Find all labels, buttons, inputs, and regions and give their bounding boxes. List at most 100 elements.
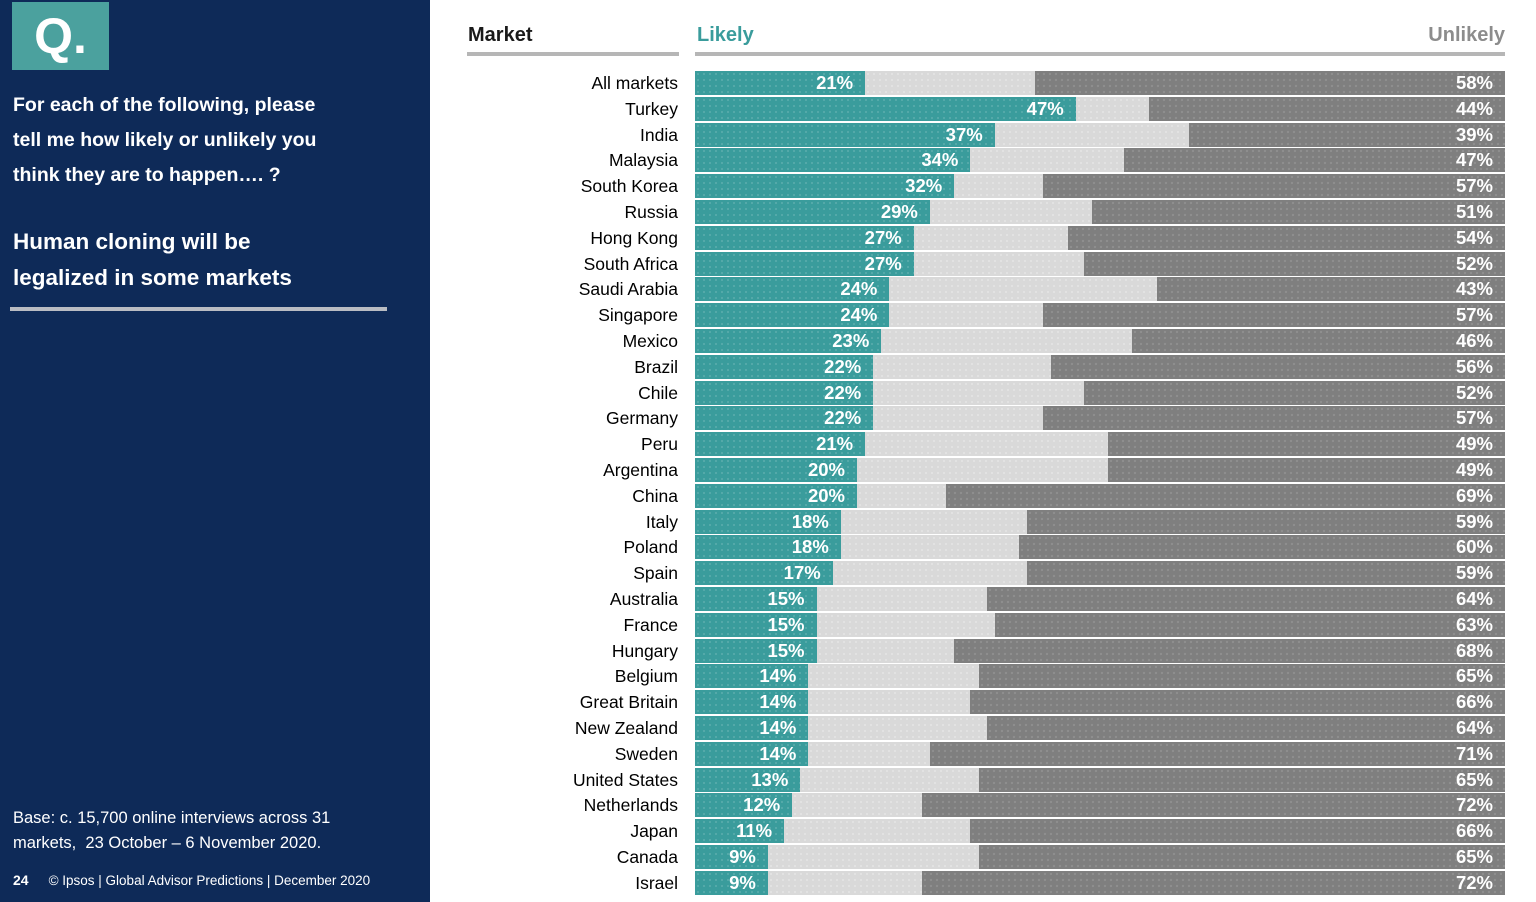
unlikely-bar: 57% <box>1043 406 1505 431</box>
bar-track: 22% 56% <box>695 354 1505 379</box>
bar-track: 22% 52% <box>695 380 1505 405</box>
middle-segment <box>816 638 955 663</box>
bar-track: 17% 59% <box>695 561 1505 586</box>
table-row: Germany 22% 57% <box>430 406 1510 431</box>
middle-segment <box>808 741 930 766</box>
page-number: 24 <box>13 872 29 888</box>
table-row: Belgium 14% 65% <box>430 664 1510 689</box>
table-row: Australia 15% 64% <box>430 586 1510 611</box>
bar-track: 9% 72% <box>695 870 1505 895</box>
bar-track: 21% 49% <box>695 432 1505 457</box>
row-label: South Africa <box>583 253 678 274</box>
unlikely-bar: 66% <box>970 690 1505 715</box>
likely-bar: 12% <box>695 793 793 818</box>
middle-segment <box>1075 96 1149 121</box>
table-row: Israel 9% 72% <box>430 870 1510 895</box>
table-row: All markets 21% 58% <box>430 71 1510 95</box>
copyright-text: © Ipsos | Global Advisor Predictions | D… <box>48 873 371 888</box>
table-row: Malaysia 34% 47% <box>430 148 1510 173</box>
unlikely-bar: 59% <box>1027 561 1505 586</box>
row-label: Germany <box>606 408 678 429</box>
row-label: Saudi Arabia <box>578 279 678 300</box>
middle-segment <box>889 303 1044 328</box>
slide-footer: 24 © Ipsos | Global Advisor Predictions … <box>13 872 370 889</box>
base-note: Base: c. 15,700 online interviews across… <box>13 809 331 852</box>
table-row: Canada 9% 65% <box>430 844 1510 869</box>
row-label: Argentina <box>603 459 678 480</box>
bar-track: 47% 44% <box>695 96 1505 121</box>
unlikely-bar: 49% <box>1108 457 1505 482</box>
middle-segment <box>881 328 1133 353</box>
likely-bar: 20% <box>695 483 857 508</box>
bar-track: 13% 65% <box>695 767 1505 792</box>
unlikely-bar: 65% <box>978 664 1505 689</box>
likely-bar: 27% <box>695 225 914 250</box>
table-row: Chile 22% 52% <box>430 380 1510 405</box>
likely-bar: 34% <box>695 148 971 173</box>
unlikely-bar: 64% <box>986 586 1505 611</box>
likely-bar: 9% <box>695 844 768 869</box>
unlikely-bar: 46% <box>1132 328 1505 353</box>
bar-track: 34% 47% <box>695 148 1505 173</box>
market-header-underline <box>467 52 679 56</box>
bar-track: 11% 66% <box>695 819 1505 844</box>
middle-segment <box>865 432 1109 457</box>
middle-segment <box>913 225 1068 250</box>
table-row: Peru 21% 49% <box>430 432 1510 457</box>
unlikely-bar: 72% <box>921 870 1505 895</box>
middle-segment <box>865 71 1036 95</box>
question-logo-text: Q. <box>34 8 87 64</box>
bar-track: 29% 51% <box>695 199 1505 224</box>
bar-track: 14% 65% <box>695 664 1505 689</box>
row-label: Brazil <box>634 356 678 377</box>
table-row: South Africa 27% 52% <box>430 251 1510 276</box>
table-row: France 15% 63% <box>430 612 1510 637</box>
bar-track: 15% 64% <box>695 586 1505 611</box>
unlikely-bar: 59% <box>1027 509 1505 534</box>
row-label: Russia <box>624 201 679 222</box>
bar-track: 20% 49% <box>695 457 1505 482</box>
table-row: Sweden 14% 71% <box>430 741 1510 766</box>
unlikely-bar: 47% <box>1124 148 1505 173</box>
table-row: South Korea 32% 57% <box>430 174 1510 199</box>
table-row: Italy 18% 59% <box>430 509 1510 534</box>
likely-bar: 14% <box>695 715 809 740</box>
likely-bar: 14% <box>695 664 809 689</box>
bars-header-underline <box>695 52 1505 56</box>
likely-bar: 18% <box>695 535 841 560</box>
likely-bar: 17% <box>695 561 833 586</box>
row-label: United States <box>572 769 678 790</box>
question-text: For each of the following, please tell m… <box>13 94 317 186</box>
column-header-market: Market <box>468 24 533 46</box>
middle-segment <box>840 509 1028 534</box>
bar-track: 15% 63% <box>695 612 1505 637</box>
unlikely-bar: 63% <box>994 612 1505 637</box>
column-header-likely: Likely <box>697 24 754 46</box>
bar-track: 23% 46% <box>695 328 1505 353</box>
likely-bar: 32% <box>695 174 955 199</box>
likely-bar: 27% <box>695 251 914 276</box>
unlikely-bar: 57% <box>1043 174 1505 199</box>
bar-track: 22% 57% <box>695 406 1505 431</box>
row-label: Belgium <box>614 666 678 687</box>
column-header-unlikely: Unlikely <box>1428 24 1505 46</box>
table-row: Japan 11% 66% <box>430 819 1510 844</box>
middle-segment <box>970 148 1125 173</box>
likely-bar: 15% <box>695 638 817 663</box>
row-label: Italy <box>645 511 678 532</box>
middle-segment <box>873 406 1044 431</box>
unlikely-bar: 57% <box>1043 303 1505 328</box>
middle-segment <box>954 174 1044 199</box>
middle-segment <box>913 251 1084 276</box>
row-label: Sweden <box>614 743 678 764</box>
middle-segment <box>792 793 922 818</box>
unlikely-bar: 54% <box>1067 225 1505 250</box>
bar-track: 14% 71% <box>695 741 1505 766</box>
unlikely-bar: 52% <box>1083 380 1505 405</box>
row-label: Hungary <box>611 640 678 661</box>
table-row: Singapore 24% 57% <box>430 303 1510 328</box>
row-label: Netherlands <box>583 795 678 816</box>
likely-bar: 22% <box>695 380 874 405</box>
likely-bar: 18% <box>695 509 841 534</box>
row-label: Spain <box>633 563 678 584</box>
